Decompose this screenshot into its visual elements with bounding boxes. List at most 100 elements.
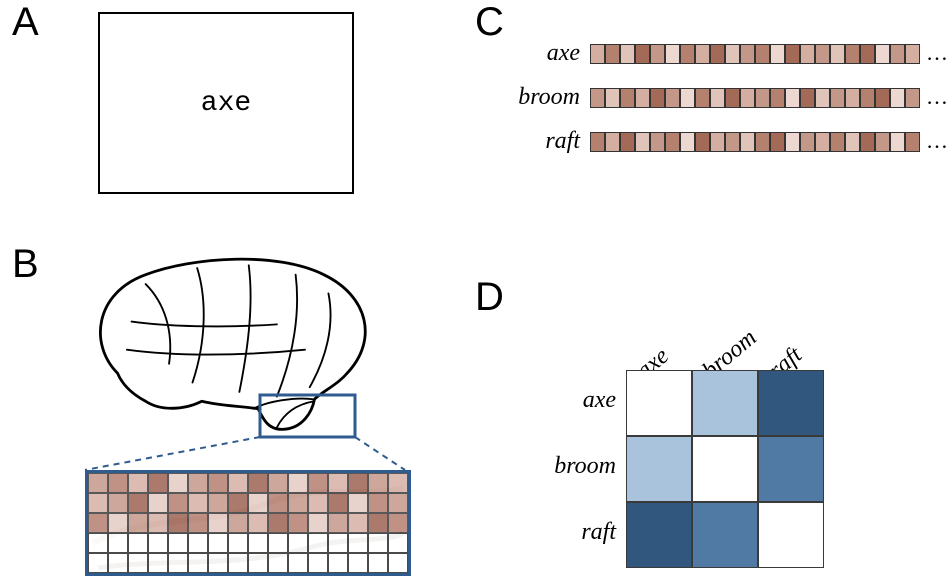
rdm-cell bbox=[758, 502, 824, 568]
vector-cell bbox=[665, 44, 680, 64]
vector-cell bbox=[890, 44, 905, 64]
voxel-cell bbox=[88, 513, 108, 533]
vector-cell bbox=[770, 132, 785, 152]
voxel-cell bbox=[388, 473, 408, 493]
vector-cell bbox=[635, 132, 650, 152]
ellipsis: … bbox=[926, 128, 948, 154]
voxel-cell bbox=[288, 513, 308, 533]
vector-cell bbox=[710, 132, 725, 152]
voxel-cell bbox=[348, 513, 368, 533]
voxel-cell bbox=[228, 553, 248, 573]
voxel-cell bbox=[88, 493, 108, 513]
voxel-cell bbox=[108, 493, 128, 513]
vector-label: raft bbox=[480, 128, 580, 155]
vector-cell bbox=[845, 88, 860, 108]
voxel-cell bbox=[248, 513, 268, 533]
voxel-cell bbox=[208, 493, 228, 513]
voxel-cell bbox=[188, 553, 208, 573]
vector-cell bbox=[605, 132, 620, 152]
voxel-cell bbox=[128, 473, 148, 493]
vector-cell bbox=[695, 44, 710, 64]
voxel-cell bbox=[228, 473, 248, 493]
vector-cell bbox=[845, 132, 860, 152]
voxel-cell bbox=[188, 533, 208, 553]
vector-label: broom bbox=[480, 84, 580, 111]
vector-row bbox=[590, 44, 920, 64]
voxel-cell bbox=[88, 473, 108, 493]
vector-cell bbox=[755, 44, 770, 64]
vector-cell bbox=[800, 132, 815, 152]
voxel-cell bbox=[348, 493, 368, 513]
vector-cell bbox=[905, 44, 920, 64]
voxel-cell bbox=[308, 493, 328, 513]
vector-cell bbox=[770, 44, 785, 64]
vector-cell bbox=[830, 132, 845, 152]
vector-cell bbox=[740, 132, 755, 152]
vector-cell bbox=[800, 88, 815, 108]
vector-cell bbox=[650, 88, 665, 108]
ellipsis: … bbox=[926, 40, 948, 66]
vector-cell bbox=[590, 44, 605, 64]
vector-cell bbox=[875, 132, 890, 152]
vector-cell bbox=[680, 132, 695, 152]
voxel-cell bbox=[388, 553, 408, 573]
voxel-cell bbox=[228, 513, 248, 533]
voxel-cell bbox=[188, 473, 208, 493]
voxel-cell bbox=[148, 513, 168, 533]
voxel-cell bbox=[108, 553, 128, 573]
rdm-row-label: axe bbox=[506, 387, 616, 414]
vector-cell bbox=[725, 88, 740, 108]
rdm-cell bbox=[626, 436, 692, 502]
vector-cell bbox=[590, 132, 605, 152]
rdm-cell bbox=[626, 502, 692, 568]
voxel-cell bbox=[88, 553, 108, 573]
vector-cell bbox=[785, 44, 800, 64]
vector-cell bbox=[785, 132, 800, 152]
vector-cell bbox=[695, 88, 710, 108]
voxel-cell bbox=[108, 473, 128, 493]
rdm-row-label: raft bbox=[506, 519, 616, 546]
voxel-cell bbox=[368, 533, 388, 553]
vector-cell bbox=[905, 88, 920, 108]
vector-cell bbox=[635, 44, 650, 64]
vector-cell bbox=[605, 88, 620, 108]
voxel-cell bbox=[348, 473, 368, 493]
voxel-cell bbox=[328, 473, 348, 493]
vector-cell bbox=[650, 44, 665, 64]
voxel-cell bbox=[248, 533, 268, 553]
vector-label: axe bbox=[480, 40, 580, 67]
vector-cell bbox=[800, 44, 815, 64]
voxel-cell bbox=[268, 533, 288, 553]
vector-cell bbox=[605, 44, 620, 64]
vector-cell bbox=[905, 132, 920, 152]
voxel-cell bbox=[108, 533, 128, 553]
vector-cell bbox=[680, 88, 695, 108]
voxel-cell bbox=[368, 473, 388, 493]
voxel-cell bbox=[308, 533, 328, 553]
voxel-cell bbox=[228, 533, 248, 553]
voxel-cell bbox=[168, 513, 188, 533]
vector-cell bbox=[725, 44, 740, 64]
vector-cell bbox=[875, 44, 890, 64]
rdm-cell bbox=[758, 436, 824, 502]
vector-cell bbox=[740, 44, 755, 64]
vector-cell bbox=[650, 132, 665, 152]
vector-cell bbox=[875, 88, 890, 108]
voxel-cell bbox=[368, 513, 388, 533]
voxel-cell bbox=[128, 513, 148, 533]
voxel-cell bbox=[268, 493, 288, 513]
vector-row bbox=[590, 132, 920, 152]
voxel-cell bbox=[168, 473, 188, 493]
rdm-cell bbox=[692, 502, 758, 568]
voxel-cell bbox=[188, 493, 208, 513]
voxel-cell bbox=[148, 473, 168, 493]
voxel-cell bbox=[368, 493, 388, 513]
voxel-cell bbox=[288, 473, 308, 493]
voxel-cell bbox=[128, 493, 148, 513]
vector-row bbox=[590, 88, 920, 108]
voxel-cell bbox=[388, 513, 408, 533]
vector-cell bbox=[785, 88, 800, 108]
vector-cell bbox=[890, 132, 905, 152]
voxel-cell bbox=[328, 553, 348, 573]
voxel-cell bbox=[388, 493, 408, 513]
